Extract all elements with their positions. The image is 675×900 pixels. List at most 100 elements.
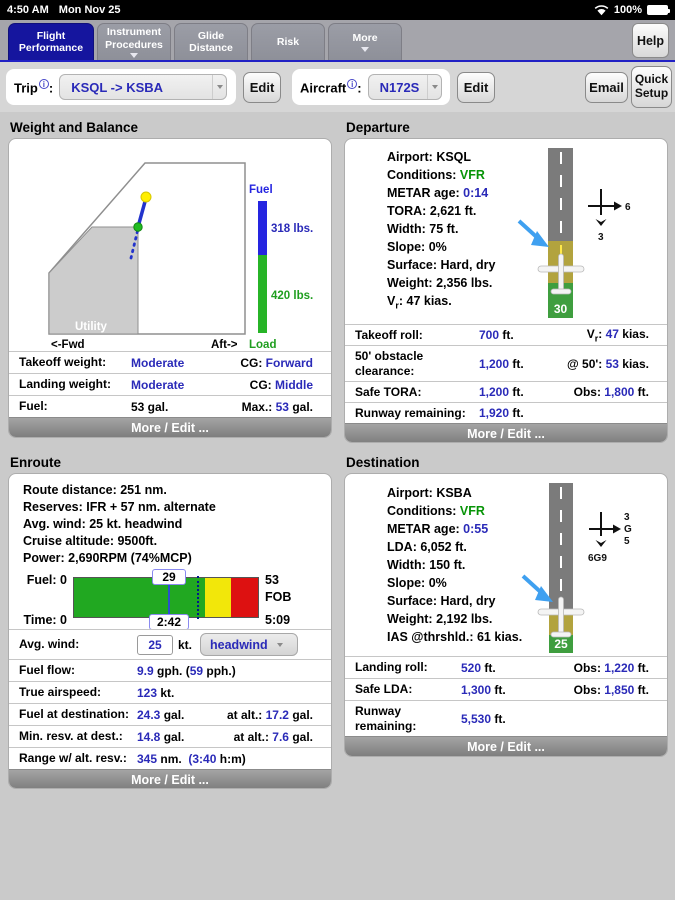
aft-axis-label: Aft-> xyxy=(211,339,238,351)
tab-bar: Flight Performance Instrument Procedures… xyxy=(0,20,675,62)
quick-setup-button[interactable]: Quick Setup xyxy=(631,66,672,108)
gauge-time-marker[interactable]: 2:42 xyxy=(149,614,189,630)
gauge-reserve-line xyxy=(197,576,199,619)
wifi-icon xyxy=(594,4,609,15)
gauge-red-segment xyxy=(231,578,258,617)
main-content: Weight and Balance Departure Enroute Des… xyxy=(0,112,675,900)
load-bar-segment xyxy=(258,255,267,333)
chevron-down-icon xyxy=(130,52,138,58)
airplane-icon xyxy=(537,253,585,295)
takeoff-cg-point xyxy=(140,191,152,203)
toolbar: Trip: KSQL -> KSBA Edit Aircraft: N172S … xyxy=(0,62,675,112)
table-row-fuel-flow: Fuel flow: 9.9 gph. (59 pph.) xyxy=(9,659,331,681)
destination-panel: Airport: KSBA Conditions: VFR METAR age:… xyxy=(344,473,668,757)
battery-percent: 100% xyxy=(613,4,642,16)
crosswind-gust-letter: G xyxy=(624,524,632,535)
metar-age-value: 0:55 xyxy=(463,522,489,536)
trip-label: Trip xyxy=(14,80,38,96)
destination-info: Airport: KSBA Conditions: VFR METAR age:… xyxy=(387,486,523,644)
destination-more-edit-button[interactable]: More / Edit ... xyxy=(345,736,667,756)
enroute-panel: Route distance: 251 nm. Reserves: IFR + … xyxy=(8,473,332,789)
table-row-takeoff-weight: Takeoff weight: Moderate CG: Forward xyxy=(9,351,331,373)
aircraft-label: Aircraft xyxy=(300,80,347,96)
weight-balance-panel: Utility <-Fwd Aft-> Fuel 318 lbs. 420 lb… xyxy=(8,138,332,438)
trip-dropdown[interactable]: KSQL -> KSBA xyxy=(59,74,228,100)
status-date: Mon Nov 25 xyxy=(58,4,121,16)
tab-risk[interactable]: Risk xyxy=(251,23,325,60)
gauge-fuel-max: 53 xyxy=(265,573,279,587)
chevron-down-icon xyxy=(212,75,226,99)
gauge-time-label: Time: 0 xyxy=(23,613,67,627)
table-row-range: Range w/ alt. resv.: 345 nm. (3:40 h:m) xyxy=(9,747,331,769)
load-bar-label: Load xyxy=(249,339,276,351)
aircraft-edit-button[interactable]: Edit xyxy=(457,72,495,103)
headwind-value: 3 xyxy=(598,232,604,243)
cg-envelope-chart: Utility <-Fwd Aft-> Fuel 318 lbs. 420 lb… xyxy=(48,162,313,351)
battery-icon xyxy=(647,5,670,15)
approach-arrow-icon xyxy=(521,574,553,602)
table-row-fuel: Fuel: 53 gal. Max.: 53 gal. xyxy=(9,395,331,417)
fuel-weight-label: 318 lbs. xyxy=(271,223,313,235)
table-row-safe-lda: Safe LDA: 1,300 ft. Obs: 1,850 ft. xyxy=(345,678,667,700)
gauge-fuel-label: Fuel: 0 xyxy=(26,573,67,587)
cg-travel-line xyxy=(136,197,148,228)
cg-projection-line xyxy=(129,227,140,260)
aircraft-group: Aircraft: N172S xyxy=(292,69,450,105)
departure-more-edit-button[interactable]: More / Edit ... xyxy=(345,423,667,442)
table-row-landing-roll: Landing roll: 520 ft. Obs: 1,220 ft. xyxy=(345,656,667,678)
conditions-value: VFR xyxy=(459,168,485,182)
approach-arrow-icon xyxy=(517,219,549,247)
departure-wind-indicator: 6 3 xyxy=(588,189,631,243)
enroute-more-edit-button[interactable]: More / Edit ... xyxy=(9,769,331,788)
aircraft-value: N172S xyxy=(379,79,420,95)
gauge-fob-label: FOB xyxy=(265,590,292,604)
fuel-bar-segment xyxy=(258,201,267,255)
runway-number: 25 xyxy=(554,637,568,651)
table-row-runway-remaining: Runway remaining: 5,530 ft. xyxy=(345,700,667,736)
gauge-fuel-marker[interactable]: 29 xyxy=(152,569,186,585)
table-row-fuel-at-destination: Fuel at destination: 24.3 gal. at alt.: … xyxy=(9,703,331,725)
table-row-true-airspeed: True airspeed: 123 kt. xyxy=(9,681,331,703)
destination-wind-indicator: 3 G 5 6G9 xyxy=(588,512,632,564)
tab-flight-performance[interactable]: Flight Performance xyxy=(8,23,94,60)
help-button[interactable]: Help xyxy=(632,23,669,58)
destination-runway-graphic: 25 xyxy=(549,483,573,653)
table-row-runway-remaining: Runway remaining: 1,920 ft. xyxy=(345,402,667,423)
gauge-yellow-segment xyxy=(205,578,231,617)
table-row-takeoff-roll: Takeoff roll: 700 ft. Vr: 47 kias. xyxy=(345,324,667,345)
load-weight-label: 420 lbs. xyxy=(271,290,313,302)
trip-edit-button[interactable]: Edit xyxy=(243,72,281,103)
aircraft-dropdown[interactable]: N172S xyxy=(367,74,443,100)
tab-instrument-procedures[interactable]: Instrument Procedures xyxy=(97,23,171,60)
avg-wind-input[interactable] xyxy=(137,634,173,655)
fuel-time-gauge: Fuel: 0 Time: 0 29 2:42 53 FOB 5:09 xyxy=(9,569,331,630)
gauge-time-max: 5:09 xyxy=(265,613,291,627)
airplane-icon xyxy=(537,596,585,638)
crosswind-value-top: 3 xyxy=(624,512,630,523)
email-button[interactable]: Email xyxy=(585,72,628,103)
wind-direction-dropdown[interactable]: headwind xyxy=(200,633,299,656)
weight-balance-title: Weight and Balance xyxy=(10,120,139,135)
crosswind-value: 6 xyxy=(625,202,631,213)
weight-balance-more-edit-button[interactable]: More / Edit ... xyxy=(9,417,331,437)
enroute-title: Enroute xyxy=(10,455,62,470)
tab-more[interactable]: More xyxy=(328,23,402,60)
info-icon[interactable] xyxy=(38,78,49,89)
fuel-bar-label: Fuel xyxy=(249,184,273,196)
info-icon[interactable] xyxy=(347,78,358,89)
table-row-safe-tora: Safe TORA: 1,200 ft. Obs: 1,800 ft. xyxy=(345,381,667,402)
fwd-axis-label: <-Fwd xyxy=(51,339,85,351)
departure-info: Airport: KSQL Conditions: VFR METAR age:… xyxy=(387,150,496,311)
status-bar: 4:50 AM Mon Nov 25 100% xyxy=(0,0,675,20)
chevron-down-icon xyxy=(274,634,287,655)
tab-glide-distance[interactable]: Glide Distance xyxy=(174,23,248,60)
landing-cg-point xyxy=(133,222,143,232)
table-row-landing-weight: Landing weight: Moderate CG: Middle xyxy=(9,373,331,395)
enroute-info: Route distance: 251 nm. Reserves: IFR + … xyxy=(23,483,216,565)
destination-title: Destination xyxy=(346,455,420,470)
headwind-value: 6G9 xyxy=(588,553,607,564)
gauge-marker-line[interactable] xyxy=(168,578,170,618)
table-row-avg-wind: Avg. wind: kt. headwind xyxy=(9,629,331,659)
metar-age-value: 0:14 xyxy=(463,186,489,200)
chevron-down-icon xyxy=(361,46,369,52)
